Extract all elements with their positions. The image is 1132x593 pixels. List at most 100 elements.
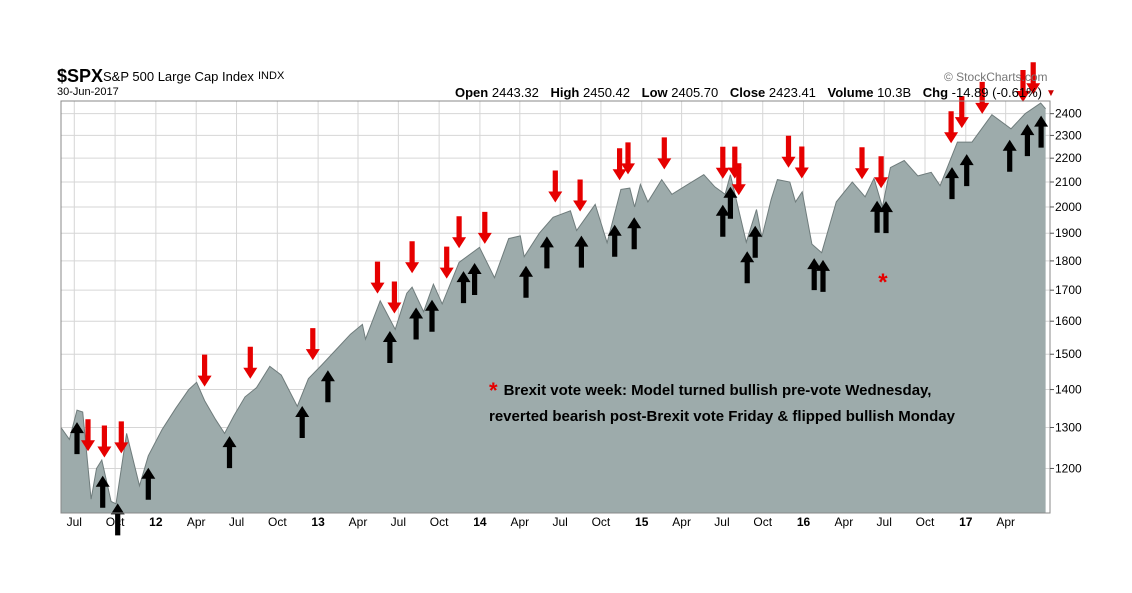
y-tick-label: 2300 [1055, 128, 1082, 142]
exchange-label: INDX [258, 70, 285, 82]
buy-signal-arrow [320, 370, 335, 403]
x-tick-label: 12 [149, 515, 163, 529]
volume-value: 10.3B [877, 85, 912, 100]
y-tick-label: 1900 [1055, 226, 1082, 240]
buy-signal-arrow [409, 307, 424, 340]
open-value: 2443.32 [491, 85, 539, 100]
sell-signal-arrow [114, 421, 129, 454]
buy-signal-arrow [467, 263, 482, 295]
sell-signal-arrow [405, 241, 420, 274]
sell-signal-arrow [573, 179, 588, 212]
sell-signal-arrow [243, 346, 258, 379]
ticker-symbol: $SPX [57, 66, 104, 86]
x-tick-label: Apr [187, 515, 206, 529]
chg-value: -14.89 (-0.61%) [951, 85, 1042, 100]
y-tick-label: 2000 [1055, 200, 1082, 214]
brexit-marker: * [878, 269, 888, 296]
sell-signal-arrow [439, 246, 454, 279]
y-tick-label: 1700 [1055, 283, 1082, 297]
sell-signal-arrow [197, 354, 212, 387]
buy-signal-arrow [959, 154, 974, 187]
sell-signal-arrow [387, 281, 402, 314]
y-tick-label: 1500 [1055, 347, 1082, 361]
x-tick-label: Apr [349, 515, 368, 529]
buy-signal-arrow [607, 224, 622, 257]
x-tick-label: Jul [229, 515, 244, 529]
buy-signal-arrow [1034, 115, 1049, 148]
x-tick-label: Apr [510, 515, 529, 529]
buy-signal-arrow [715, 204, 730, 237]
y-tick-label: 1400 [1055, 383, 1082, 397]
buy-signal-arrow [110, 503, 125, 536]
sell-signal-arrow [477, 211, 492, 244]
price-line-series [60, 102, 1046, 505]
buy-signal-arrow [748, 225, 763, 258]
sell-signal-arrow [874, 156, 889, 189]
y-axis: 1200 1300 1400 1500 1600 1700 1800 1900 2000 2100… [1050, 107, 1082, 475]
sell-signal-arrow [81, 419, 95, 452]
x-tick-label: Apr [835, 515, 854, 529]
y-tick-label: 1200 [1055, 461, 1082, 475]
buy-signal-arrow [740, 251, 755, 284]
sell-signal-arrow [954, 96, 969, 129]
sell-signal-arrow [548, 170, 563, 203]
low-label: Low [641, 85, 668, 100]
chg-label: Chg [922, 85, 949, 100]
open-label: Open [455, 85, 489, 100]
buy-signal-arrow [1020, 124, 1035, 157]
sell-signal-arrow [97, 425, 112, 458]
high-value: 2450.42 [583, 85, 630, 100]
close-label: Close [729, 85, 766, 100]
down-triangle-icon: ▼ [1046, 88, 1056, 99]
buy-signal-arrow [539, 236, 554, 269]
x-tick-label: 16 [797, 515, 811, 529]
brexit-annotation: * Brexit vote week: Model turned bullish … [489, 378, 955, 430]
y-tick-label: 2100 [1055, 175, 1082, 189]
buy-signal-arrow [1002, 139, 1017, 172]
x-tick-label: Apr [672, 515, 691, 529]
buy-signal-arrow [879, 201, 893, 234]
sell-signal-arrow [731, 163, 746, 196]
buy-signal-arrow [141, 467, 156, 500]
plot-frame [60, 100, 1051, 514]
annotation-asterisk: * [489, 378, 498, 403]
x-tick-label: 15 [635, 515, 649, 529]
buy-signal-arrow [222, 436, 237, 469]
x-tick-label: Jul [391, 515, 406, 529]
buy-signal-arrow [807, 258, 822, 291]
buy-signal-arrow [723, 186, 738, 219]
sell-signal-arrow [944, 111, 959, 144]
x-tick-label: Oct [430, 515, 449, 529]
buy-signal-arrow [870, 200, 885, 233]
annotation-text-1: Brexit vote week: Model turned bullish p… [503, 382, 932, 399]
sell-signal-arrow [1026, 62, 1041, 95]
sell-signal-arrow [975, 81, 990, 114]
buy-signal-arrow [519, 265, 533, 298]
buy-signal-arrow [816, 259, 830, 292]
sell-signal-arrow [657, 137, 672, 170]
sell-signal-arrow [370, 261, 385, 294]
chart-date: 30-Jun-2017 [57, 86, 119, 98]
x-tick-label: Jul [714, 515, 729, 529]
y-tick-label: 1800 [1055, 254, 1082, 268]
sell-signal-arrow [305, 328, 320, 361]
buy-signal-arrow [945, 167, 959, 200]
buy-signal-arrow [382, 331, 397, 363]
sell-signal-arrow [452, 216, 467, 249]
signal-arrows: * [70, 62, 1049, 536]
x-tick-label: Oct [592, 515, 611, 529]
sell-signal-arrow [612, 148, 627, 181]
x-tick-label: Jul [877, 515, 892, 529]
sell-signal-arrow [781, 135, 796, 168]
buy-signal-arrow [456, 271, 471, 304]
x-tick-label: Jul [67, 515, 82, 529]
buy-signal-arrow [295, 406, 310, 438]
y-tick-label: 2400 [1055, 107, 1082, 121]
watermark: © StockCharts.com [944, 70, 1048, 84]
x-tick-label: Oct [268, 515, 287, 529]
annotation-line-1: * Brexit vote week: Model turned bullish … [489, 378, 955, 404]
x-tick-label: Oct [753, 515, 772, 529]
buy-signal-arrow [574, 235, 589, 268]
y-tick-label: 1300 [1055, 420, 1082, 434]
